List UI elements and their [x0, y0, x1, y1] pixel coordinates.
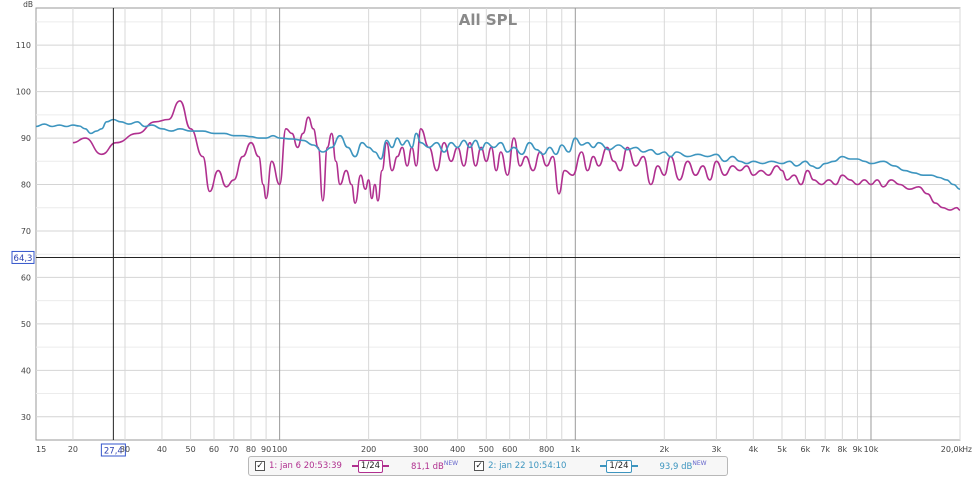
x-tick-label: 100: [272, 445, 287, 454]
x-tick-label: 500: [479, 445, 494, 454]
x-tick-label: 2k: [659, 445, 669, 454]
x-tick-label: 20: [68, 445, 78, 454]
y-tick-label: 90: [21, 134, 31, 143]
x-tick-label: 30: [120, 445, 130, 454]
x-tick-label: 8k: [837, 445, 847, 454]
x-tick-label: 50: [186, 445, 196, 454]
x-tick-label: 6k: [801, 445, 811, 454]
x-tick-label: 40: [157, 445, 167, 454]
cursor-x-label: 27,4: [104, 447, 123, 457]
x-tick-label: 5k: [777, 445, 787, 454]
x-tick-label: 300: [413, 445, 428, 454]
y-tick-label: 50: [21, 320, 31, 329]
x-tick-label: 9k: [853, 445, 863, 454]
x-tick-label: 400: [450, 445, 465, 454]
x-axis-unit: Hz: [962, 445, 972, 454]
series-1-line: [72, 100, 961, 211]
series-1-smoothing: 1/24: [357, 459, 384, 473]
y-tick-label: 110: [16, 41, 31, 50]
x-tick-label: 200: [361, 445, 376, 454]
series-2-line: [35, 118, 961, 190]
x-tick-label: 15: [36, 445, 46, 454]
y-tick-label: 70: [21, 227, 31, 236]
series-1-value-text: 81,1 dB: [411, 461, 444, 472]
series-2-value: 93,9 dBNEW: [660, 460, 707, 472]
x-tick-label: 4k: [748, 445, 758, 454]
grid-lines: [36, 8, 961, 440]
x-tick-label: 20,0k: [941, 445, 964, 454]
series-1-smoothing-badge[interactable]: 1/24: [351, 459, 390, 473]
cursor-x-label-box: [100, 443, 126, 457]
series-2-checkbox[interactable]: ✓: [474, 461, 485, 471]
y-tick-label: 100: [16, 88, 31, 97]
x-tick-label: 70: [229, 445, 239, 454]
y-tick-label: 40: [21, 366, 31, 375]
cursor-y-label: 64,3: [14, 254, 33, 264]
series-1-new-tag: NEW: [443, 460, 459, 468]
x-tick-label: 600: [502, 445, 517, 454]
series-1-checkbox[interactable]: ✓: [255, 461, 265, 471]
x-tick-label: 1k: [570, 445, 580, 454]
cursor-layer[interactable]: 64,3 27,4: [11, 8, 960, 457]
legend: ✓ 1: jan 6 20:53:39 1/24 81,1 dBNEW ✓ 2:…: [248, 456, 728, 476]
y-tick-label: 60: [21, 273, 31, 282]
x-tick-label: 3k: [712, 445, 722, 454]
x-tick-label: 800: [539, 445, 554, 454]
y-tick-label: 30: [21, 413, 31, 422]
x-tick-label: 60: [209, 445, 219, 454]
series-2-smoothing-badge[interactable]: 1/24: [600, 459, 638, 473]
x-tick-label: 80: [246, 445, 256, 454]
x-tick-label: 10k: [864, 445, 879, 454]
y-tick-label: 80: [21, 181, 31, 190]
x-tick-label: 7k: [820, 445, 830, 454]
plot-background: [35, 7, 961, 441]
series-2-label: 2: jan 22 10:54:10: [488, 461, 567, 471]
series-2-smoothing: 1/24: [606, 459, 632, 473]
series-2-new-tag: NEW: [692, 460, 707, 468]
x-tick-label: 90: [261, 445, 271, 454]
chart-title: All SPL: [459, 11, 518, 29]
series-2-value-text: 93,9 dB: [659, 461, 693, 472]
series-1-value: 81,1 dBNEW: [411, 460, 458, 472]
series-1-label: 1: jan 6 20:53:39: [269, 461, 342, 471]
series-layer: [35, 100, 961, 211]
y-axis-label: dB: [23, 0, 33, 9]
cursor-y-label-box: [11, 250, 35, 264]
